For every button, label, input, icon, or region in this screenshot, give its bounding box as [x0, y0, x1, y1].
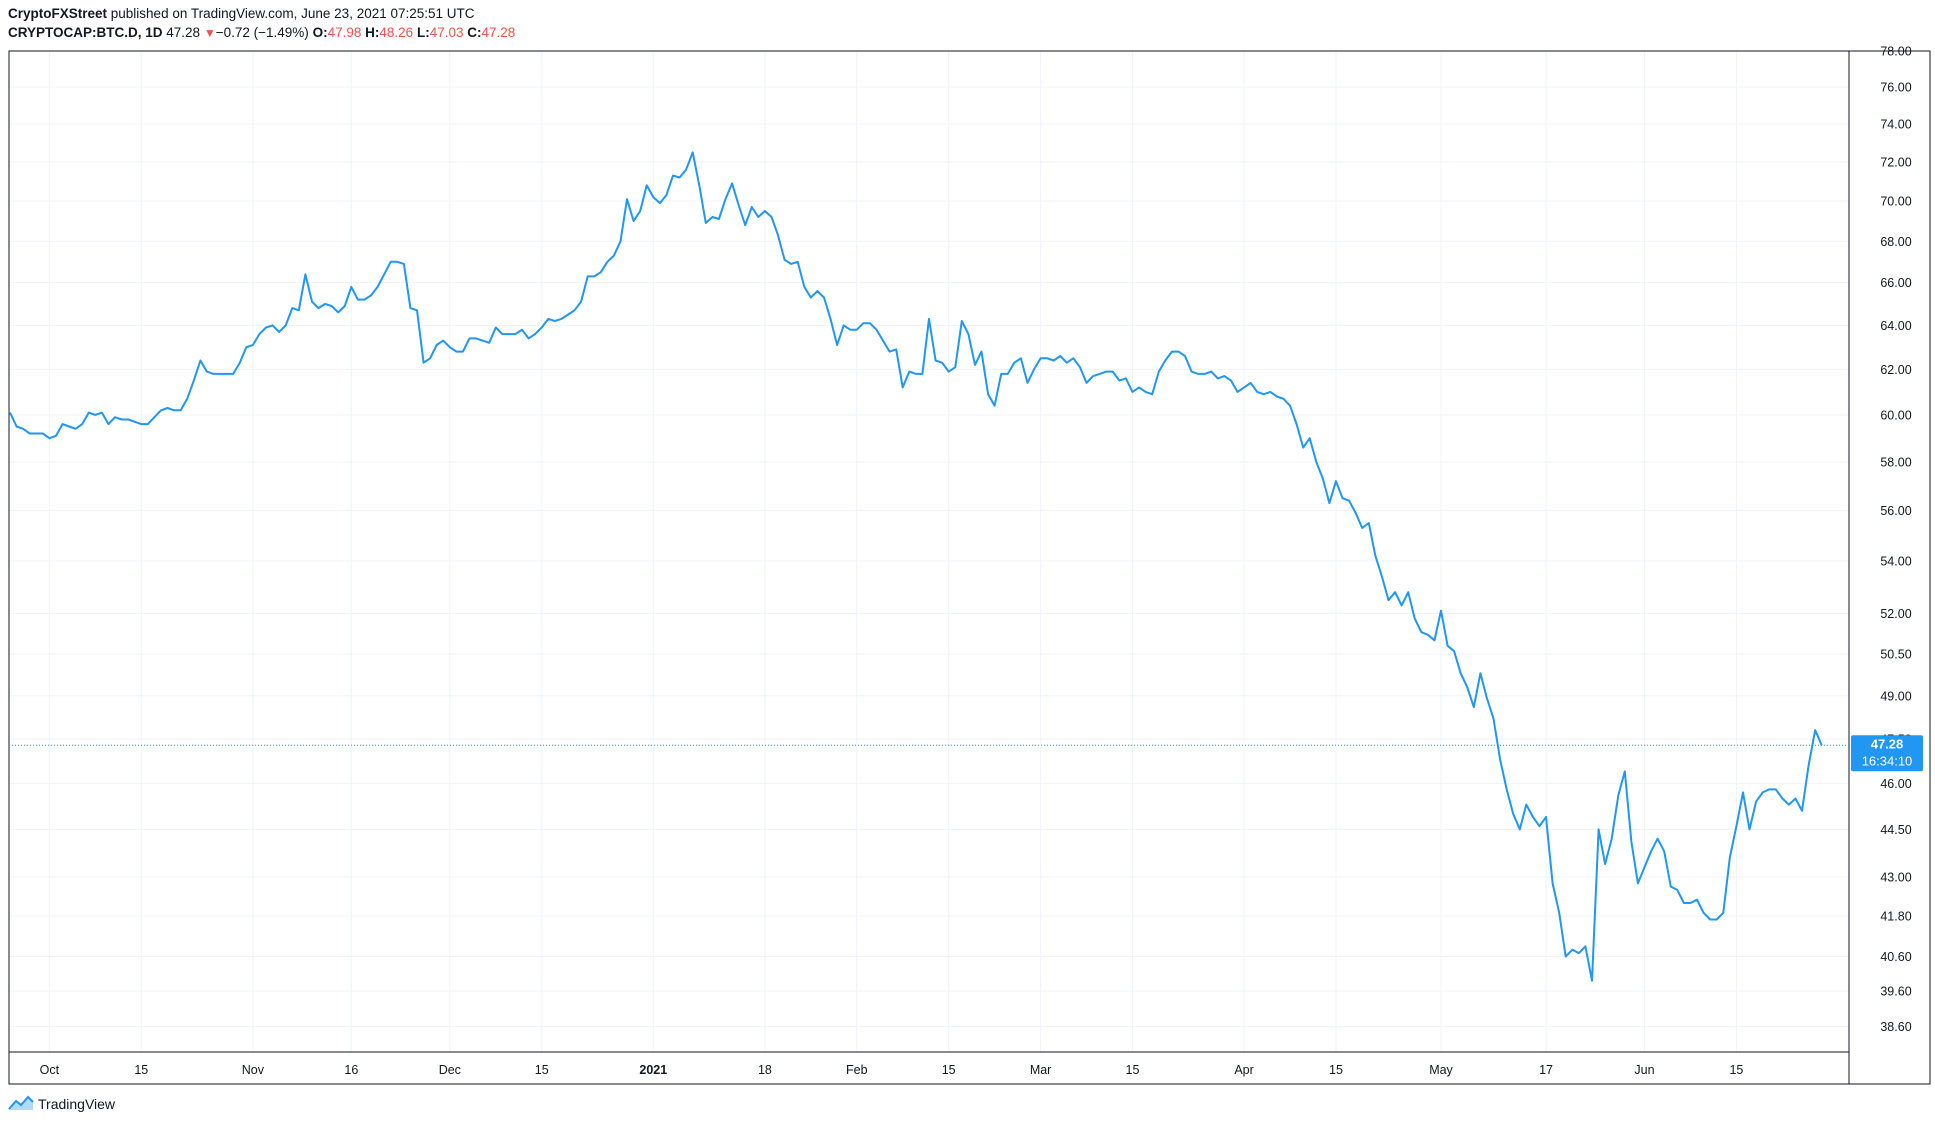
last-price-tag-price: 47.28 — [1871, 736, 1904, 751]
y-tick-label: 39.60 — [1880, 985, 1911, 999]
close-value: 47.28 — [481, 25, 516, 40]
x-tick-label: 15 — [1729, 1063, 1743, 1077]
high-value: 48.26 — [379, 25, 414, 40]
x-tick-label: 15 — [535, 1063, 549, 1077]
x-tick-label: 17 — [1539, 1063, 1553, 1077]
y-tick-label: 41.80 — [1880, 910, 1911, 924]
down-arrow-icon: ▼ — [203, 26, 216, 40]
symbol-label: CRYPTOCAP:BTC.D, 1D — [8, 25, 163, 40]
last-value: 47.28 — [166, 25, 201, 40]
open-value: 47.98 — [327, 25, 362, 40]
y-tick-label: 66.00 — [1880, 276, 1911, 290]
y-tick-label: 38.60 — [1880, 1020, 1911, 1034]
x-tick-label: 18 — [758, 1063, 772, 1077]
x-tick-label: 2021 — [639, 1063, 667, 1077]
close-label: C: — [467, 25, 482, 40]
y-tick-label: 74.00 — [1880, 118, 1911, 132]
ohlc-line: CRYPTOCAP:BTC.D, 1D 47.28 ▼−0.72 (−1.49%… — [8, 23, 515, 43]
x-tick-label: Dec — [439, 1063, 461, 1077]
y-tick-label: 43.00 — [1880, 870, 1911, 884]
y-tick-label: 44.50 — [1880, 823, 1911, 837]
y-tick-label: 72.00 — [1880, 156, 1911, 170]
last-price-tag-bg — [1851, 735, 1923, 772]
x-tick-label: 15 — [134, 1063, 148, 1077]
y-tick-label: 58.00 — [1880, 455, 1911, 469]
y-tick-label: 76.00 — [1880, 81, 1911, 95]
published-text: published on TradingView.com, June 23, 2… — [110, 6, 475, 21]
y-tick-label: 68.00 — [1880, 235, 1911, 249]
x-tick-label: Oct — [40, 1063, 60, 1077]
tradingview-logo-icon[interactable] — [8, 1095, 34, 1114]
x-tick-label: 15 — [1329, 1063, 1343, 1077]
plot-area-border — [8, 50, 1931, 1085]
low-label: L: — [416, 25, 430, 40]
y-tick-label: 64.00 — [1880, 319, 1911, 333]
x-tick-label: Feb — [846, 1063, 868, 1077]
x-tick-label: 15 — [1126, 1063, 1140, 1077]
y-tick-label: 46.00 — [1880, 777, 1911, 791]
last-price-tag-countdown: 16:34:10 — [1862, 753, 1913, 768]
x-tick-label: May — [1429, 1063, 1453, 1077]
x-tick-label: Mar — [1030, 1063, 1052, 1077]
publisher-line: CryptoFXStreet published on TradingView.… — [8, 4, 515, 23]
time-axis[interactable]: Oct 15 Nov 16 Dec 15 2021 18 Feb 15 Mar 15 Apr 15 May 1… — [40, 1063, 1744, 1077]
chart-grid — [9, 50, 1849, 1052]
last-price-tag: 47.28 16:34:10 — [1851, 735, 1923, 772]
y-tick-label: 62.00 — [1880, 363, 1911, 377]
y-tick-label: 70.00 — [1880, 195, 1911, 209]
x-tick-label: Jun — [1634, 1063, 1654, 1077]
y-tick-label: 54.00 — [1880, 554, 1911, 568]
y-tick-label: 56.00 — [1880, 504, 1911, 518]
y-tick-label: 40.60 — [1880, 950, 1911, 964]
chart-header: CryptoFXStreet published on TradingView.… — [8, 4, 515, 43]
btc-dominance-series-line — [9, 151, 1823, 982]
footer: TradingView — [8, 1093, 115, 1115]
publisher-name[interactable]: CryptoFXStreet — [8, 6, 108, 21]
y-tick-label: 50.50 — [1880, 647, 1911, 661]
change-value: −0.72 (−1.49%) — [215, 25, 309, 40]
y-tick-label: 49.00 — [1880, 689, 1911, 703]
price-axis[interactable]: 38.6039.6040.6041.8043.0044.5046.0047.50… — [1880, 45, 1911, 1035]
y-tick-label: 60.00 — [1880, 408, 1911, 422]
x-tick-label: 16 — [344, 1063, 358, 1077]
x-tick-label: 15 — [942, 1063, 956, 1077]
y-tick-label: 78.00 — [1880, 45, 1911, 59]
low-value: 47.03 — [429, 25, 464, 40]
high-label: H: — [365, 25, 380, 40]
y-tick-label: 52.00 — [1880, 607, 1911, 621]
x-tick-label: Nov — [242, 1063, 265, 1077]
x-tick-label: Apr — [1234, 1063, 1253, 1077]
footer-brand[interactable]: TradingView — [38, 1096, 116, 1112]
open-label: O: — [312, 25, 328, 40]
